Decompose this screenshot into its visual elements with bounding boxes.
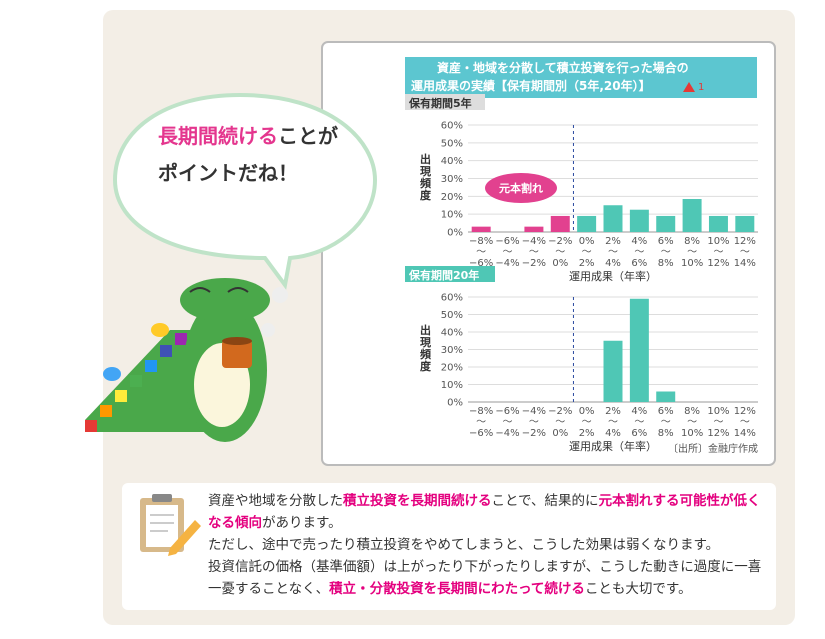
note-segment: ことで、結果的に — [491, 493, 599, 509]
x-tick-label: 6%～ 8% — [658, 406, 674, 439]
x-tick-label: 12%～ 14% — [734, 406, 756, 439]
speech-bubble — [112, 92, 378, 290]
bar — [629, 298, 649, 402]
x-tick-label: 12%～ 14% — [734, 236, 756, 269]
warning-icon — [683, 82, 695, 92]
note-segment: 積立・分散投資を長期間にわたって続ける — [329, 581, 585, 597]
header-title: 資産・地域を分散して積立投資を行った場合の — [437, 60, 689, 75]
chart-panel — [321, 41, 776, 466]
bar — [682, 199, 702, 232]
note-paragraph: 資産や地域を分散した積立投資を長期間続けることで、結果的に元本割れする可能性が低… — [208, 490, 768, 534]
bar — [524, 226, 544, 232]
bar — [656, 215, 676, 232]
note-segment: ただし、途中で売ったり積立投資をやめてしまうと、こうした効果は弱くなります。 — [208, 537, 720, 553]
y-tick-label: 60% — [441, 293, 463, 304]
note-segment: 積立投資を長期間続ける — [343, 493, 492, 509]
note-segment: ことも大切です。 — [584, 581, 692, 597]
note-paragraph: ただし、途中で売ったり積立投資をやめてしまうと、こうした効果は弱くなります。 — [208, 534, 768, 556]
y-tick-label: 50% — [441, 310, 463, 321]
bar — [471, 226, 491, 232]
bar — [603, 205, 623, 232]
note-paragraph: 投資信託の価格（基準価額）は上がったり下がったりしますが、こうした動きに過度に一… — [208, 556, 768, 600]
bar — [708, 215, 728, 232]
x-tick-label: −8%～−6% — [469, 236, 493, 269]
x-tick-label: 0%～ 2% — [579, 406, 595, 439]
panel-title: 保有期間20年 — [408, 268, 479, 282]
y-axis-label: 出現頻度 — [419, 152, 432, 201]
y-tick-label: 20% — [441, 363, 463, 374]
speech-segment: ポイントだね！ — [158, 161, 298, 185]
x-tick-label: 0%～ 2% — [579, 236, 595, 269]
note-text: 資産や地域を分散した積立投資を長期間続けることで、結果的に元本割れする可能性が低… — [208, 490, 768, 600]
bar — [629, 209, 649, 232]
x-tick-label: 6%～ 8% — [658, 236, 674, 269]
bar — [577, 215, 597, 232]
x-tick-label: −2%～ 0% — [548, 236, 572, 269]
y-tick-label: 20% — [441, 192, 463, 203]
note-segment: 投資信託の価格（基準価額）は上がったり下がったりしますが、こうした動きに過度に一… — [208, 559, 762, 597]
y-tick-label: 0% — [447, 228, 463, 239]
y-tick-label: 50% — [441, 138, 463, 149]
speech-text: 長期間続けることが — [158, 124, 338, 148]
bar — [735, 215, 755, 232]
header-title: 運用成果の実績【保有期間別（5年,20年）】 — [411, 78, 651, 93]
x-tick-label: 4%～ 6% — [631, 236, 647, 269]
x-tick-label: 10%～ 12% — [707, 406, 729, 439]
note-mark: 1 — [698, 82, 704, 93]
panel-title-bg — [405, 266, 495, 282]
y-tick-label: 60% — [441, 121, 463, 132]
speech-segment: ことが — [278, 124, 338, 148]
speech-text: ポイントだね！ — [158, 161, 298, 185]
x-tick-label: −2%～ 0% — [548, 406, 572, 439]
y-tick-label: 10% — [441, 210, 463, 221]
y-tick-label: 40% — [441, 156, 463, 167]
y-tick-label: 30% — [441, 345, 463, 356]
x-tick-label: 4%～ 6% — [631, 406, 647, 439]
header-box — [405, 57, 757, 98]
y-tick-label: 40% — [441, 328, 463, 339]
panel-title-bg — [405, 94, 485, 110]
y-tick-label: 30% — [441, 174, 463, 185]
y-axis-label: 出現頻度 — [419, 323, 432, 372]
x-tick-label: −4%～−2% — [522, 406, 546, 439]
bar — [603, 340, 623, 402]
note-box — [122, 483, 776, 610]
x-tick-label: 8%～ 10% — [681, 406, 703, 439]
x-axis-label: 運用成果（年率） — [569, 269, 657, 283]
clipboard-icon — [140, 494, 201, 556]
x-tick-label: −6%～−4% — [495, 236, 519, 269]
bar — [656, 391, 676, 402]
y-tick-label: 10% — [441, 380, 463, 391]
x-tick-label: 2%～ 4% — [605, 236, 621, 269]
annotation-badge — [485, 173, 557, 203]
bar — [550, 215, 570, 232]
panel-title: 保有期間5年 — [408, 96, 472, 110]
source: 〔出所〕金融庁作成 — [668, 442, 758, 455]
note-segment: 資産や地域を分散した — [208, 493, 343, 509]
annotation: 元本割れ — [499, 181, 543, 195]
x-axis-label: 運用成果（年率） — [569, 439, 657, 453]
x-tick-label: 10%～ 12% — [707, 236, 729, 269]
note-segment: 元本割れする可能性が低くなる傾向 — [208, 493, 761, 531]
x-tick-label: −8%～−6% — [469, 406, 493, 439]
y-tick-label: 0% — [447, 398, 463, 409]
note-segment: があります。 — [262, 515, 342, 531]
speech-segment: 長期間続ける — [158, 124, 278, 148]
crocodile — [85, 278, 288, 442]
x-tick-label: −4%～−2% — [522, 236, 546, 269]
x-tick-label: −6%～−4% — [495, 406, 519, 439]
x-tick-label: 8%～ 10% — [681, 236, 703, 269]
x-tick-label: 2%～ 4% — [605, 406, 621, 439]
